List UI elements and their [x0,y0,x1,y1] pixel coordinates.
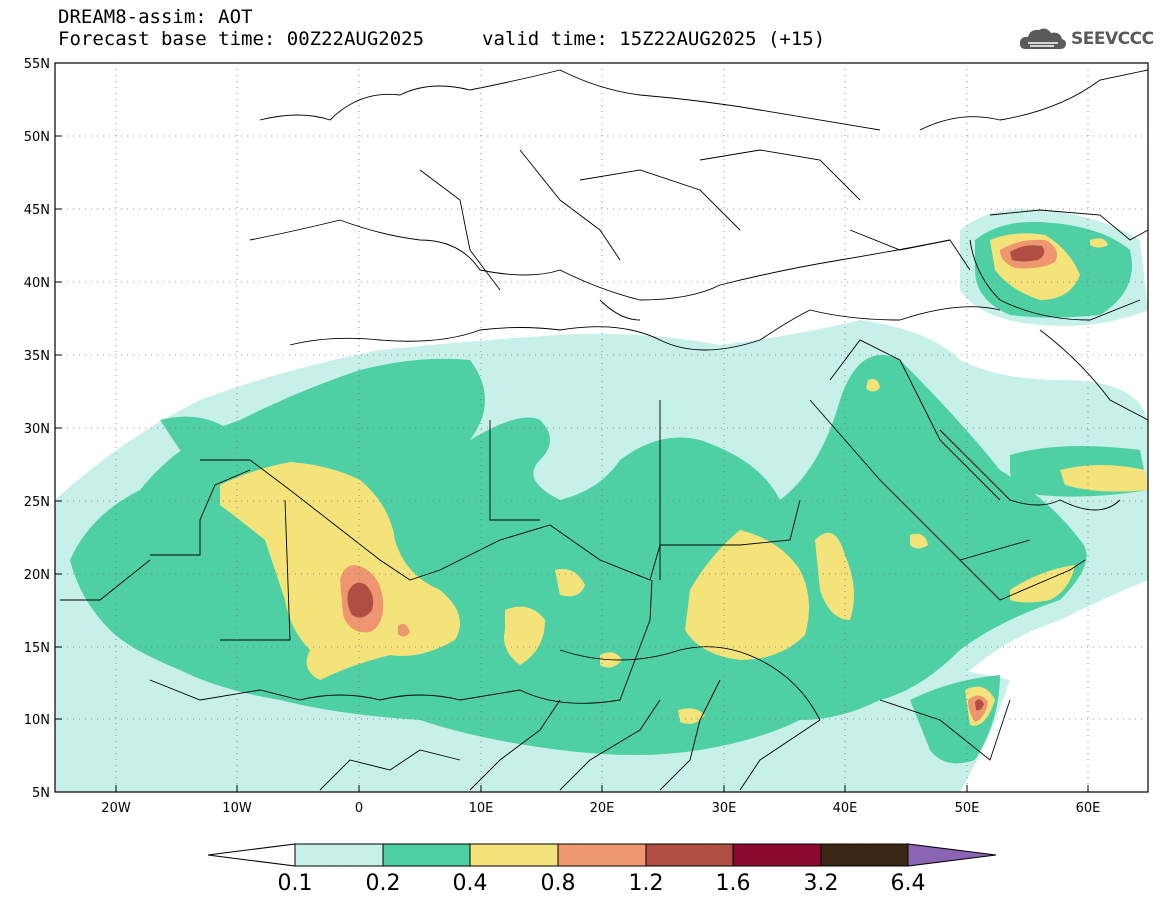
lon-label: 0 [355,801,363,816]
colorbar-label: 0.4 [453,871,488,896]
colorbar [207,843,997,867]
lat-label: 45N [24,203,50,218]
lat-label: 40N [24,276,50,291]
colorbar-segment [557,843,647,867]
colorbar-label: 3.2 [804,871,839,896]
colorbar-labels: 0.1 0.2 0.4 0.8 1.2 1.6 3.2 6.4 [278,871,926,896]
logo-text: SEEVCCC [1071,29,1154,49]
lat-label: 25N [24,495,50,510]
map-title: DREAM8-assim: AOT [58,6,253,28]
lon-label: 10E [469,801,494,816]
lon-label: 60E [1076,801,1101,816]
country-borders [60,69,1148,791]
colorbar-segment [382,843,471,867]
lon-label: 20W [101,801,131,816]
valid-time: valid time: 15Z22AUG2025 (+15) [482,28,826,50]
colorbar-segment [469,843,559,867]
lat-label: 5N [32,786,50,801]
colorbar-label: 0.2 [366,871,401,896]
colorbar-segment [820,843,909,867]
colorbar-label: 0.1 [278,871,313,896]
lat-label: 30N [24,422,50,437]
colorbar-label: 1.2 [629,871,664,896]
seevccc-logo: SEEVCCC [1018,25,1154,53]
lat-label: 15N [24,641,50,656]
aot-band-1.2 [347,245,1045,711]
lat-label: 50N [24,130,50,145]
lat-label: 20N [24,568,50,583]
lat-label: 10N [24,713,50,728]
colorbar-label: 6.4 [891,871,926,896]
colorbar-segment [732,843,822,867]
lat-label: 35N [24,349,50,364]
colorbar-label: 1.6 [716,871,751,896]
colorbar-lower-triangle [207,843,296,867]
axis-ticks [55,62,1089,792]
colorbar-segment [294,843,384,867]
colorbar-segment [645,843,734,867]
lon-label: 20E [590,801,615,816]
graticule [55,63,1148,792]
colorbar-label: 0.8 [541,871,576,896]
forecast-base-time: Forecast base time: 00Z22AUG2025 [58,28,425,50]
lon-label: 50E [955,801,980,816]
colorbar-upper-triangle [907,843,997,867]
aot-map-area [55,63,1148,792]
cloud-icon [1019,28,1066,49]
lat-label: 55N [24,57,50,72]
lon-label: 40E [833,801,858,816]
longitude-labels: 20W 10W 0 10E 20E 30E 40E 50E 60E [101,801,1100,816]
lon-label: 10W [222,801,252,816]
latitude-labels: 55N 50N 45N 40N 35N 30N 25N 20N 15N 10N … [24,57,50,801]
lon-label: 30E [712,801,737,816]
